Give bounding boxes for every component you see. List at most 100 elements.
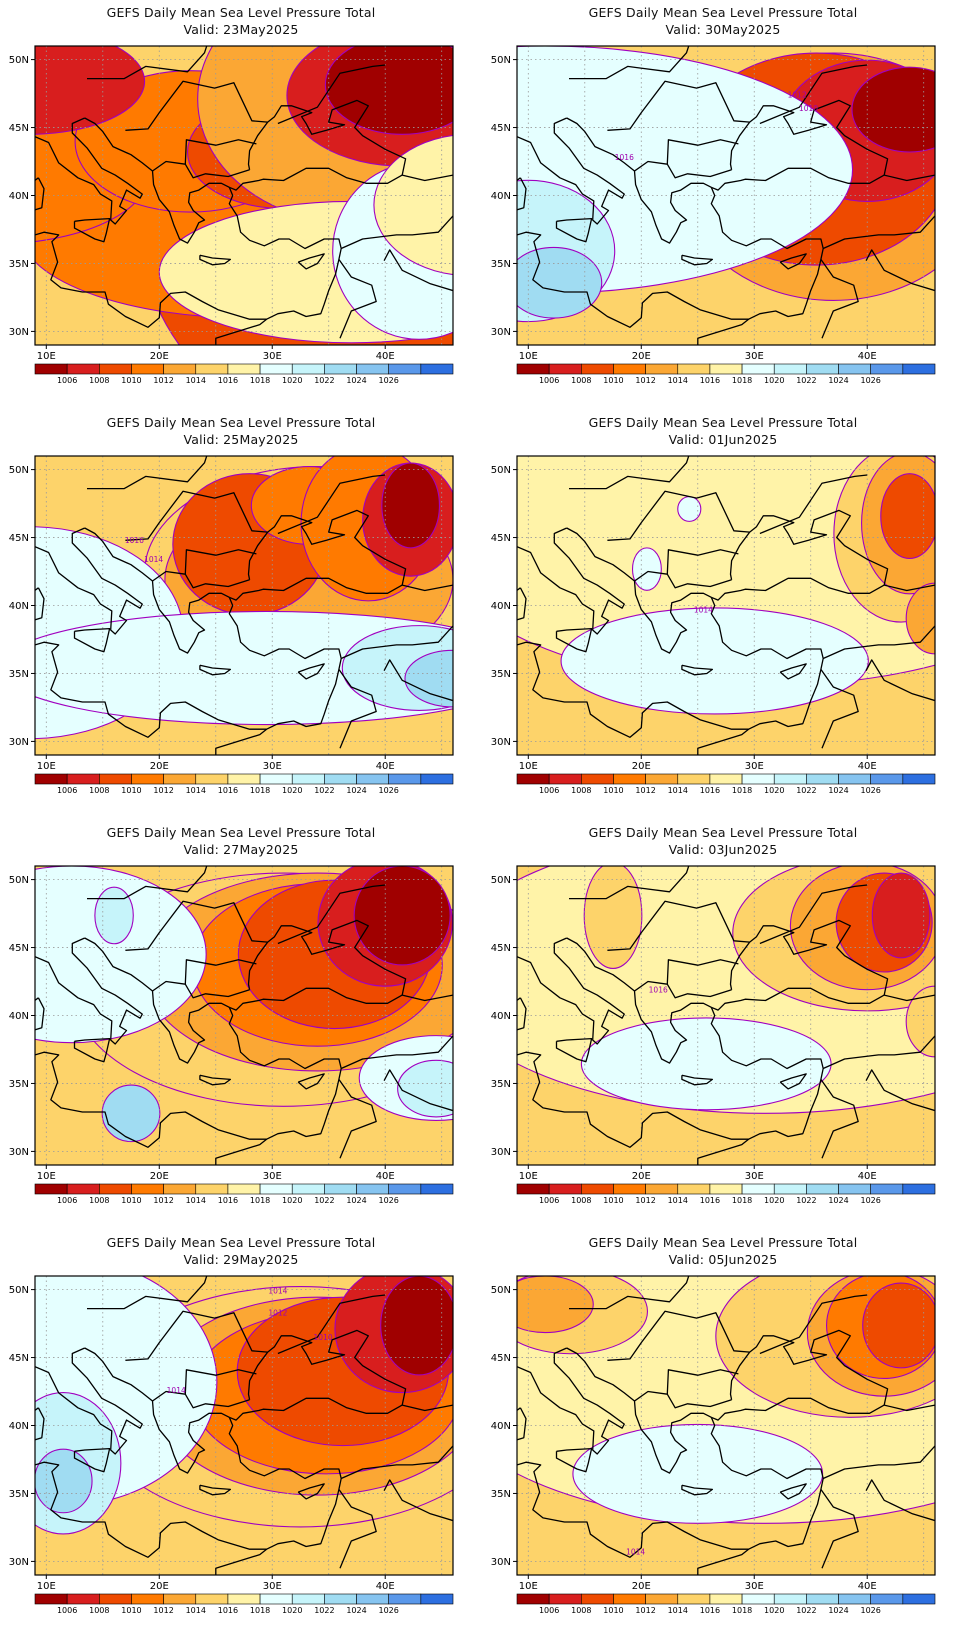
lat-tick-label: 40N [9, 1011, 29, 1022]
coastline [87, 1276, 208, 1310]
colorbar-swatch [420, 1593, 454, 1605]
pressure-map: 50N 45N 40N 35N 30N 10E 20E 30E 40E 1006 1008 1010 1… [9, 45, 454, 385]
lon-tick-label: 20E [150, 1581, 169, 1592]
colorbar-label: 1022 [796, 786, 816, 795]
colorbar-label: 1024 [828, 376, 848, 385]
colorbar-label: 1014 [668, 1196, 688, 1205]
colorbar-swatch [291, 773, 325, 785]
colorbar-swatch [870, 363, 904, 375]
coastline [729, 1329, 889, 1406]
colorbar-swatch [227, 1593, 261, 1605]
panel-valid-date: Valid: 03Jun2025 [668, 842, 778, 857]
colorbar-swatch [99, 1593, 132, 1605]
coastline [517, 231, 824, 328]
lon-tick-label: 20E [632, 761, 651, 772]
colorbar-swatch [66, 1183, 100, 1195]
coastline [383, 1479, 453, 1522]
colorbar-swatch [163, 773, 197, 785]
lat-tick-label: 30N [491, 1557, 511, 1568]
coastline [184, 1369, 257, 1395]
coastline [297, 663, 325, 680]
coastline [759, 884, 868, 945]
colorbar-swatch [195, 1593, 229, 1605]
pressure-region [560, 607, 869, 715]
coastline [340, 1035, 453, 1070]
colorbar-label: 1020 [764, 1196, 784, 1205]
lat-tick-label: 45N [9, 943, 29, 954]
coastline [517, 641, 824, 738]
contour-label: 1016 [649, 985, 668, 994]
coastline [820, 1489, 859, 1569]
coastline [383, 659, 453, 702]
colorbar-label: 1016 [700, 376, 720, 385]
colorbar-swatch [227, 1183, 261, 1195]
pressure-map: 1014 50N 45N 40N 35N 30N 10E 20E 30E 40E 1006 1008 1… [491, 1275, 936, 1615]
coastline [822, 1445, 935, 1480]
lat-tick-label: 50N [9, 465, 29, 476]
lon-tick-label: 40E [376, 1581, 395, 1592]
colorbar-swatch [99, 1183, 132, 1195]
colorbar-swatch [902, 1183, 936, 1195]
colorbar-swatch [34, 1593, 68, 1605]
colorbar-swatch [324, 363, 357, 375]
lon-tick-label: 40E [376, 1171, 395, 1182]
colorbar-swatch [773, 1593, 807, 1605]
colorbar-swatch [773, 773, 807, 785]
pressure-region [381, 462, 440, 549]
coastline [229, 577, 403, 601]
coastline [517, 587, 527, 621]
coastline [779, 1073, 807, 1090]
coastline [215, 728, 268, 755]
lon-tick-label: 20E [632, 351, 651, 362]
pressure-region [324, 46, 453, 135]
lon-tick-label: 30E [745, 351, 764, 362]
pressure-region [380, 1276, 453, 1376]
coastline [277, 884, 386, 945]
lon-tick-label: 40E [858, 1171, 877, 1182]
coastline [35, 1461, 342, 1558]
coastline [884, 174, 935, 182]
lat-tick-label: 30N [491, 737, 511, 748]
coastline [820, 669, 859, 749]
colorbar-label: 1012 [153, 1606, 173, 1615]
colorbar-swatch [324, 773, 357, 785]
coastline [697, 728, 750, 755]
coastline [607, 900, 750, 951]
pressure-map: 1016 50N 45N 40N 35N 30N 10E 20E 30E 40E 1006 1008 1… [491, 865, 936, 1205]
lon-tick-label: 20E [150, 761, 169, 772]
colorbar-label: 1014 [668, 1606, 688, 1615]
colorbar-swatch [291, 1593, 325, 1605]
colorbar-swatch [388, 1183, 422, 1195]
colorbar-swatch [709, 1593, 743, 1605]
coastline [340, 1445, 453, 1480]
colorbar-swatch [645, 773, 679, 785]
colorbar-label: 1006 [57, 1606, 77, 1615]
colorbar-label: 1016 [218, 1606, 238, 1615]
pressure-region [35, 866, 207, 1044]
coastline [184, 959, 257, 985]
lat-tick-label: 50N [491, 465, 511, 476]
colorbar-label: 1006 [539, 376, 559, 385]
lon-tick-label: 30E [263, 761, 282, 772]
coastline [84, 1347, 230, 1474]
coastline [569, 46, 690, 80]
colorbar-label: 1016 [218, 1196, 238, 1205]
colorbar-label: 1014 [186, 1196, 206, 1205]
coastline [729, 99, 889, 176]
colorbar-swatch [838, 363, 871, 375]
panel-title: GEFS Daily Mean Sea Level Pressure Total [106, 825, 376, 840]
panel-title: GEFS Daily Mean Sea Level Pressure Total [588, 415, 858, 430]
lon-tick-label: 30E [745, 1581, 764, 1592]
colorbar-label: 1026 [379, 786, 399, 795]
coastline [84, 527, 230, 654]
coastline [566, 937, 712, 1064]
colorbar-swatch [324, 1183, 357, 1195]
coastline [402, 994, 453, 1002]
coastline [199, 1484, 232, 1496]
coastline [152, 1390, 250, 1409]
coastline [383, 1069, 453, 1112]
colorbar-swatch [131, 1593, 164, 1605]
coastline [402, 584, 453, 592]
lat-tick-label: 30N [491, 327, 511, 338]
pressure-region [583, 866, 643, 970]
